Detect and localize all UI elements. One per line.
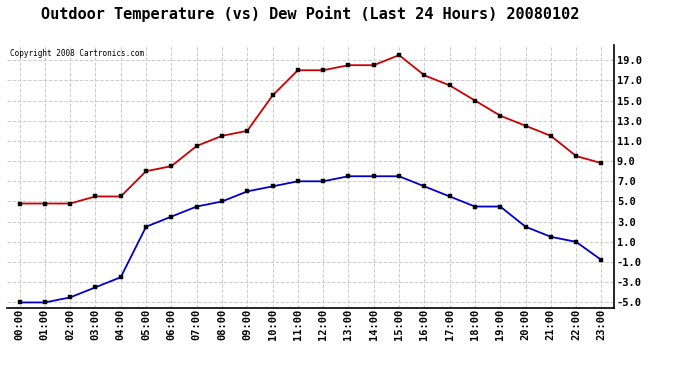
Text: Copyright 2008 Cartronics.com: Copyright 2008 Cartronics.com [10,49,144,58]
Text: Outdoor Temperature (vs) Dew Point (Last 24 Hours) 20080102: Outdoor Temperature (vs) Dew Point (Last… [41,6,580,22]
